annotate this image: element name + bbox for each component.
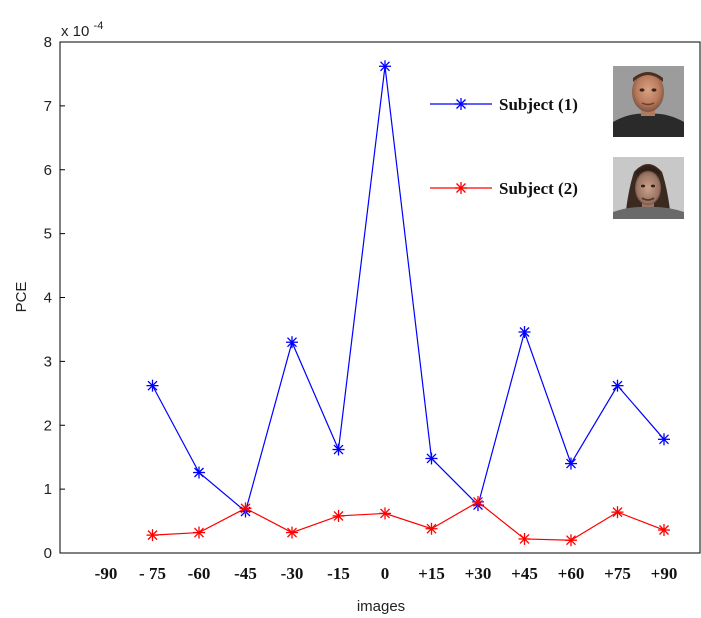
data-point-subject-1 [658,433,670,446]
x-tick-label: -90 [95,564,118,583]
x-tick-label: +75 [604,564,631,583]
legend: Subject (1) Subject (2) [420,60,695,230]
data-point-subject-2 [193,526,205,539]
series-line-subject-1 [151,66,665,513]
data-point-subject-2 [239,502,252,515]
y-tick-label: 8 [44,34,52,51]
x-axis-label: images [357,598,405,615]
y-tick-label: 3 [44,353,52,370]
y-exponent-label: x 10 -4 [61,20,103,40]
data-point-subject-1 [518,325,531,338]
y-axis-label: PCE [13,282,30,313]
data-point-subject-2 [286,526,298,539]
data-point-subject-2 [658,524,670,537]
x-tick-label: +30 [465,564,492,583]
y-tick-label: 5 [44,226,52,243]
x-tick-label: -60 [188,564,211,583]
y-tick-label: 0 [44,545,52,562]
x-tick-label: 0 [381,564,390,583]
y-exponent-base: x 10 [61,23,89,40]
y-axis-ticks: 0 1 2 3 4 5 6 7 8 [44,34,65,562]
legend-label-subject-1: Subject (1) [499,95,578,114]
subject-2-photo [613,157,684,219]
data-point-subject-1 [425,452,438,465]
data-point-subject-1 [611,379,624,392]
x-tick-label: -15 [327,564,350,583]
data-point-subject-1 [332,443,345,456]
data-point-subject-2 [565,534,577,547]
data-point-subject-2 [472,495,484,508]
legend-marker-subject-1 [455,98,467,110]
data-point-subject-2 [379,507,391,520]
legend-marker-subject-2 [455,182,467,194]
y-exponent-power: -4 [94,20,104,32]
x-tick-label: +90 [651,564,678,583]
y-tick-label: 1 [44,481,52,498]
data-point-subject-2 [425,522,438,535]
y-tick-label: 6 [44,162,52,179]
legend-label-subject-2: Subject (2) [499,179,578,198]
y-tick-label: 2 [44,417,52,434]
y-tick-label: 4 [44,290,52,307]
x-tick-label: +45 [511,564,538,583]
data-point-subject-1 [565,457,577,470]
x-axis-ticks: -90 - 75 -60 -45 -30 -15 0 +15 +30 +45 +60 +75 +90 [95,564,678,583]
data-point-subject-2 [611,506,624,519]
data-point-subject-2 [518,532,531,545]
data-point-subject-1 [193,466,205,479]
data-point-subject-1 [286,336,298,349]
data-point-subject-1 [146,379,159,392]
series-layer [146,60,670,547]
x-tick-label: +60 [558,564,585,583]
y-tick-label: 7 [44,98,52,115]
x-tick-label: -45 [234,564,257,583]
data-point-subject-2 [146,529,159,542]
data-point-subject-1 [379,60,391,73]
data-point-subject-2 [332,509,345,522]
x-tick-label: - 75 [139,564,166,583]
x-tick-label: -30 [281,564,304,583]
subject-1-photo [613,66,684,137]
series-line-subject-2 [152,501,665,541]
x-tick-label: +15 [418,564,445,583]
